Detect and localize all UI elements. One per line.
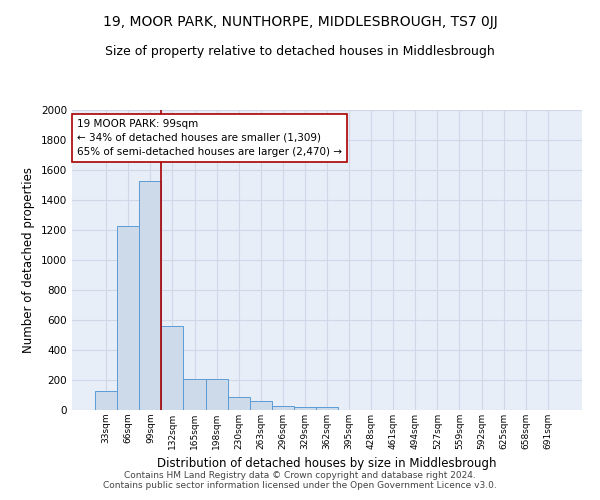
Text: Contains HM Land Registry data © Crown copyright and database right 2024.
Contai: Contains HM Land Registry data © Crown c… [103, 470, 497, 490]
Bar [294, 407, 316, 410]
Bar [316, 407, 338, 410]
Bar [139, 180, 161, 410]
Bar [117, 226, 139, 410]
Y-axis label: Number of detached properties: Number of detached properties [22, 167, 35, 353]
Bar [184, 378, 206, 410]
X-axis label: Distribution of detached houses by size in Middlesbrough: Distribution of detached houses by size … [157, 458, 497, 470]
Bar [250, 401, 272, 410]
Text: 19, MOOR PARK, NUNTHORPE, MIDDLESBROUGH, TS7 0JJ: 19, MOOR PARK, NUNTHORPE, MIDDLESBROUGH,… [103, 15, 497, 29]
Bar [206, 378, 227, 410]
Bar [95, 390, 117, 410]
Text: 19 MOOR PARK: 99sqm
← 34% of detached houses are smaller (1,309)
65% of semi-det: 19 MOOR PARK: 99sqm ← 34% of detached ho… [77, 119, 342, 157]
Bar [272, 406, 294, 410]
Bar [227, 396, 250, 410]
Text: Size of property relative to detached houses in Middlesbrough: Size of property relative to detached ho… [105, 45, 495, 58]
Bar [161, 326, 184, 410]
